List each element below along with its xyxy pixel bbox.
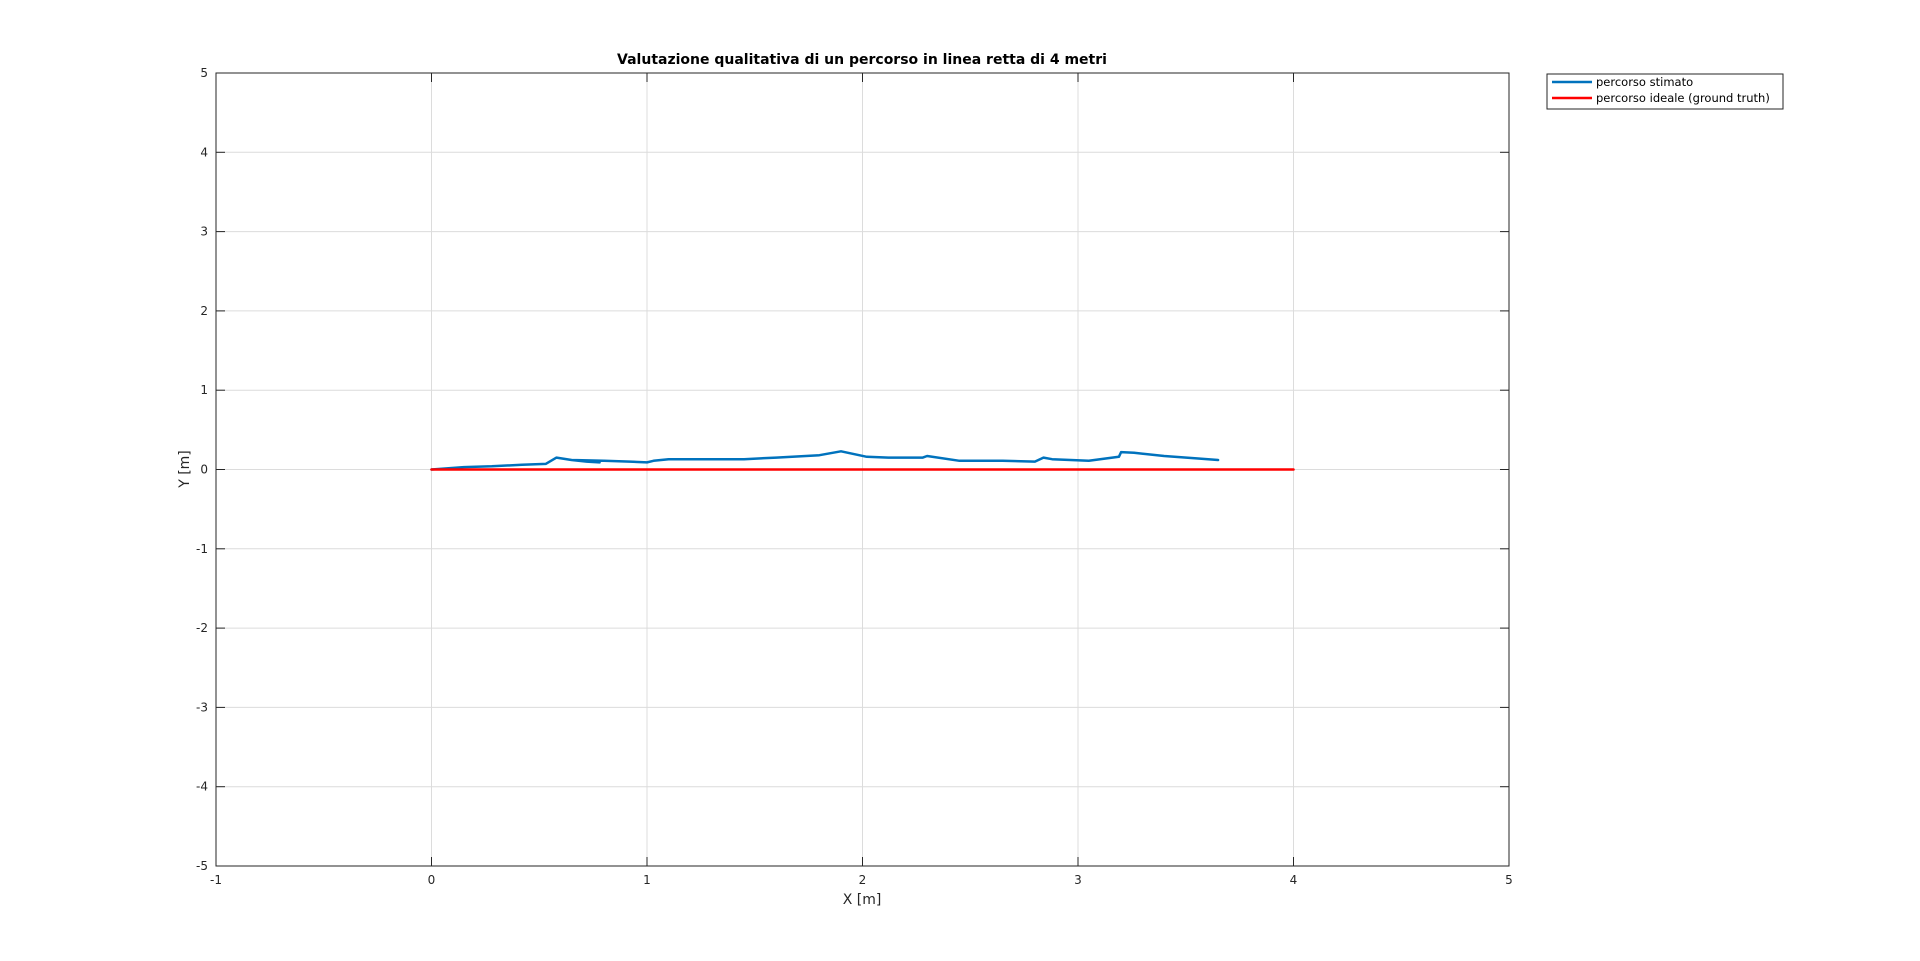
legend-box [1546, 73, 1784, 110]
x-tick-label: 1 [643, 873, 651, 887]
x-tick-label: 4 [1290, 873, 1298, 887]
tick-marks [215, 72, 1510, 867]
series-line-percorso-stimato [430, 450, 1220, 471]
x-axis-label: X [m] [843, 892, 882, 908]
x-tick-label: -1 [210, 873, 222, 887]
y-tick-label: -2 [196, 621, 208, 635]
y-tick-label: -3 [196, 700, 208, 714]
y-axis-label: Y [m] [177, 450, 193, 489]
x-tick-label: 2 [859, 873, 867, 887]
y-tick-label: -1 [196, 542, 208, 556]
y-tick-label: -4 [196, 780, 208, 794]
legend-label-percorso-ideale: percorso ideale (ground truth) [1596, 91, 1770, 105]
series-layer [430, 450, 1295, 471]
legend: percorso stimato percorso ideale (ground… [1546, 73, 1784, 110]
legend-label-percorso-stimato: percorso stimato [1596, 75, 1693, 89]
y-tick-label: 3 [200, 225, 208, 239]
y-tick-label: 2 [200, 304, 208, 318]
x-tick-label: 5 [1505, 873, 1513, 887]
y-tick-label: 0 [200, 463, 208, 477]
y-tick-labels: -5 -4 -3 -2 -1 0 1 2 3 4 5 [196, 66, 208, 873]
y-tick-label: 1 [200, 383, 208, 397]
y-tick-label: -5 [196, 859, 208, 873]
x-tick-label: 3 [1074, 873, 1082, 887]
y-tick-label: 4 [200, 145, 208, 159]
x-tick-label: 0 [428, 873, 436, 887]
chart-title: Valutazione qualitativa di un percorso i… [617, 52, 1107, 68]
y-tick-label: 5 [200, 66, 208, 80]
x-tick-labels: -1 0 1 2 3 4 5 [210, 873, 1513, 887]
